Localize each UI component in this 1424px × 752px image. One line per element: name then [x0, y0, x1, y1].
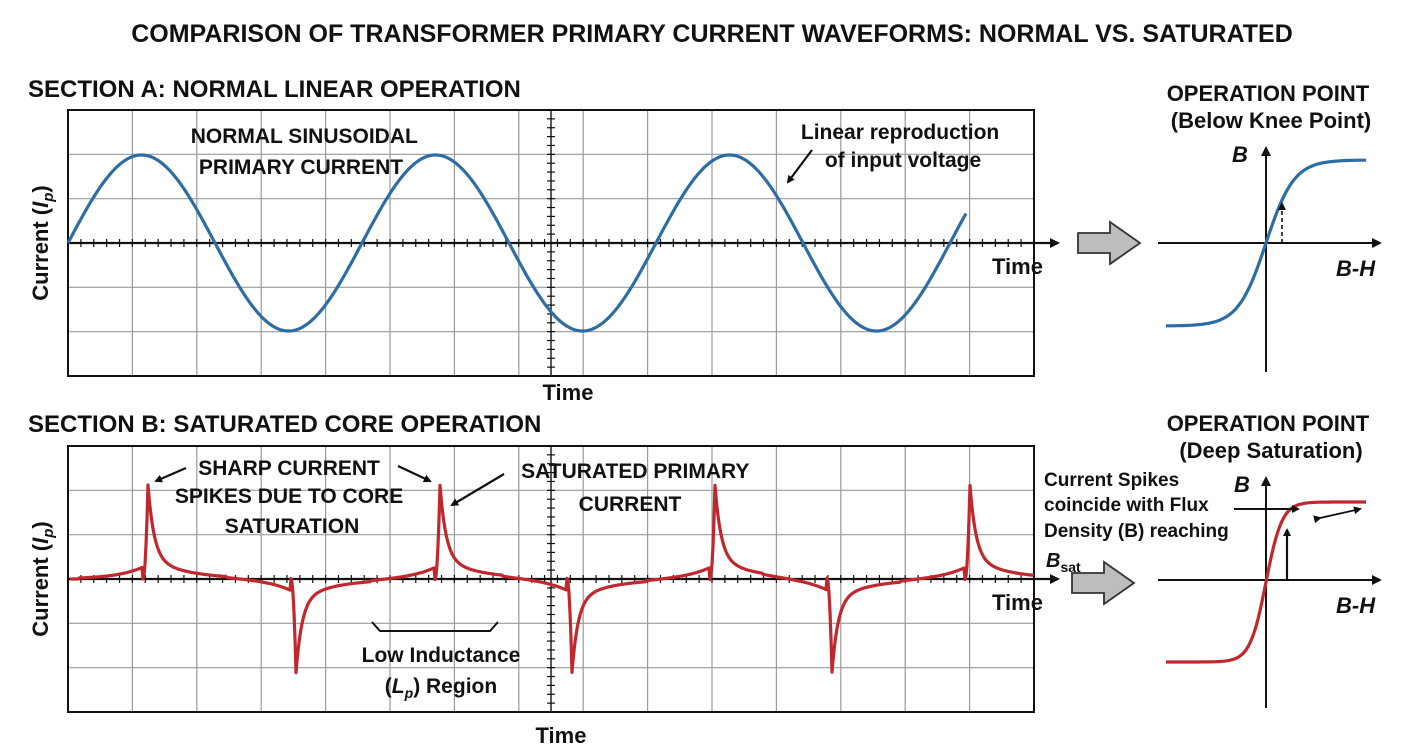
section-a-transition-arrow: [1077, 220, 1142, 266]
section-a-bh-h-label: B-H: [1336, 256, 1376, 281]
section-b-y-axis-label: Current (Ip): [28, 521, 57, 637]
low-inductance-region-label: (Lp) Region: [385, 675, 497, 701]
linear-reproduction-annotation: Linear reproduction of input voltage: [801, 121, 1005, 172]
section-b-bh-curve: [1166, 500, 1366, 664]
linear-reproduction-pointer: [786, 149, 813, 184]
saturation-region-double-arrow: [1313, 506, 1362, 524]
normal-sinusoidal-wave: [66, 153, 968, 333]
saturated-current-wave: [69, 483, 1035, 675]
section-b-bh-b-label: B: [1234, 472, 1250, 497]
section-b-bh-graph: [1158, 476, 1382, 708]
section-a-y-axis-label: Current (Ip): [28, 185, 57, 301]
section-a-time-label-right: Time: [992, 254, 1043, 279]
spike-pointer-right: [397, 465, 432, 483]
section-b-op-title: OPERATION POINT (Deep Saturation): [1167, 411, 1376, 463]
section-b-bh-h-label: B-H: [1336, 593, 1376, 618]
section-a-op-title: OPERATION POINT (Below Knee Point): [1167, 81, 1376, 133]
section-a-plot: [66, 109, 1060, 377]
spike-pointer-left: [154, 466, 187, 483]
saturated-current-annotation: SATURATED PRIMARY CURRENT: [521, 460, 755, 516]
low-inductance-annotation: Low Inductance: [362, 644, 521, 667]
normal-current-annotation: NORMAL SINUSOIDAL PRIMARY CURRENT: [191, 125, 424, 179]
section-a-bh-graph: [1158, 146, 1382, 372]
section-a-bh-curve: [1165, 158, 1367, 328]
figure-title: COMPARISON OF TRANSFORMER PRIMARY CURREN…: [131, 20, 1293, 48]
section-b-time-label-bottom: Time: [536, 723, 587, 748]
current-spikes-annotation: SHARP CURRENT SPIKES DUE TO CORE SATURAT…: [175, 457, 409, 538]
section-a-time-label-bottom: Time: [543, 380, 594, 405]
b-sat-label: Bsat: [1046, 550, 1081, 575]
section-b-heading: SECTION B: SATURATED CORE OPERATION: [28, 411, 541, 438]
section-a-heading: SECTION A: NORMAL LINEAR OPERATION: [28, 76, 521, 103]
flux-density-side-note: Current Spikes coincide with Flux Densit…: [1044, 470, 1229, 542]
saturated-current-pointer: [450, 473, 505, 507]
section-a-bh-b-label: B: [1232, 142, 1248, 167]
section-b-transition-arrow: [1071, 560, 1136, 606]
section-b-time-label-right: Time: [992, 590, 1043, 615]
section-b-plot: [67, 445, 1060, 713]
low-inductance-bracket: [371, 621, 499, 632]
